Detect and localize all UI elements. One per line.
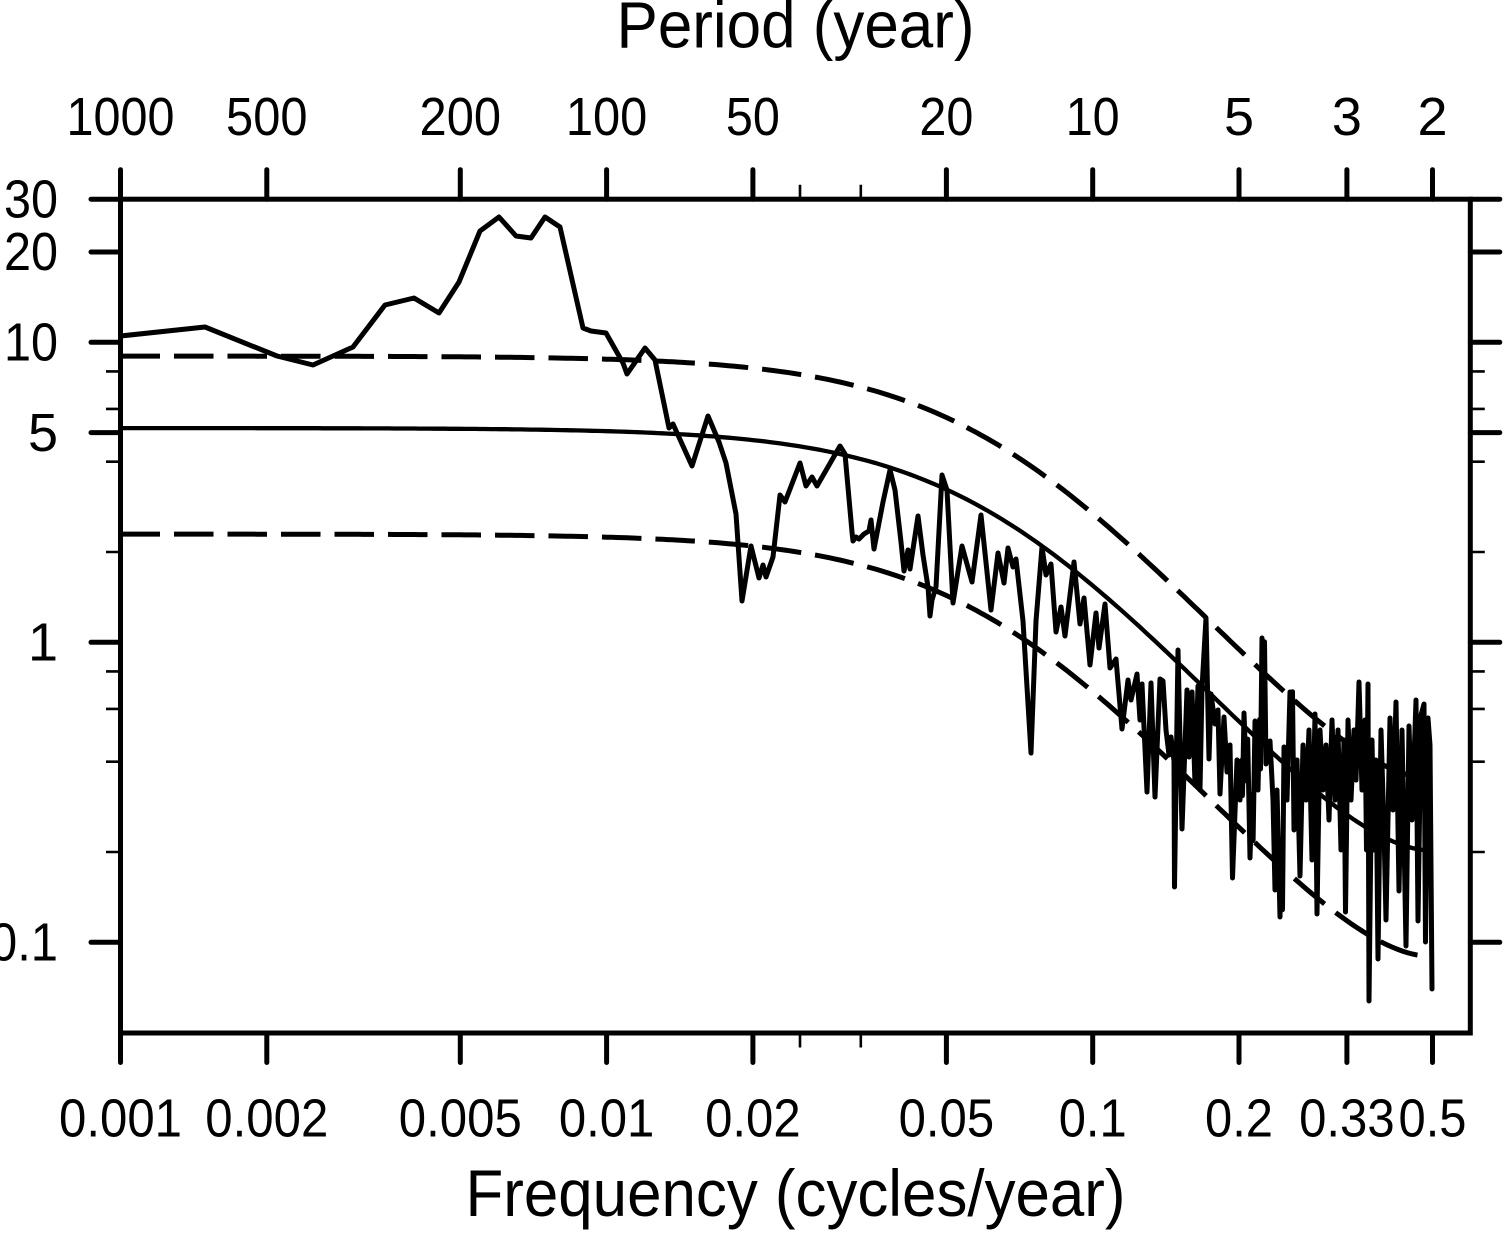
svg-text:0.001: 0.001 — [59, 1089, 182, 1149]
svg-text:1000: 1000 — [67, 87, 175, 147]
svg-text:0.02: 0.02 — [705, 1089, 801, 1149]
svg-text:10: 10 — [1066, 87, 1120, 147]
svg-text:20: 20 — [4, 222, 58, 282]
svg-text:0.005: 0.005 — [399, 1089, 522, 1149]
svg-text:Period (year): Period (year) — [617, 0, 975, 62]
svg-text:0.002: 0.002 — [205, 1089, 328, 1149]
svg-text:10: 10 — [4, 313, 58, 373]
svg-text:0.1: 0.1 — [1059, 1089, 1127, 1149]
svg-text:0.05: 0.05 — [899, 1089, 995, 1149]
svg-text:100: 100 — [566, 87, 648, 147]
svg-text:5: 5 — [1224, 87, 1254, 147]
svg-text:3: 3 — [1332, 87, 1362, 147]
svg-text:20: 20 — [919, 87, 973, 147]
svg-text:0.2: 0.2 — [1205, 1089, 1273, 1149]
svg-text:0.1: 0.1 — [0, 913, 58, 973]
svg-text:0.33: 0.33 — [1299, 1089, 1395, 1149]
svg-text:30: 30 — [4, 169, 58, 229]
svg-text:0.5: 0.5 — [1399, 1089, 1467, 1149]
svg-text:0.01: 0.01 — [559, 1089, 655, 1149]
svg-text:200: 200 — [420, 87, 502, 147]
svg-text:500: 500 — [226, 87, 308, 147]
svg-text:1: 1 — [28, 613, 58, 673]
svg-text:Frequency (cycles/year): Frequency (cycles/year) — [466, 1157, 1126, 1230]
svg-text:2: 2 — [1417, 87, 1447, 147]
svg-text:50: 50 — [726, 87, 780, 147]
svg-text:5: 5 — [28, 403, 58, 463]
